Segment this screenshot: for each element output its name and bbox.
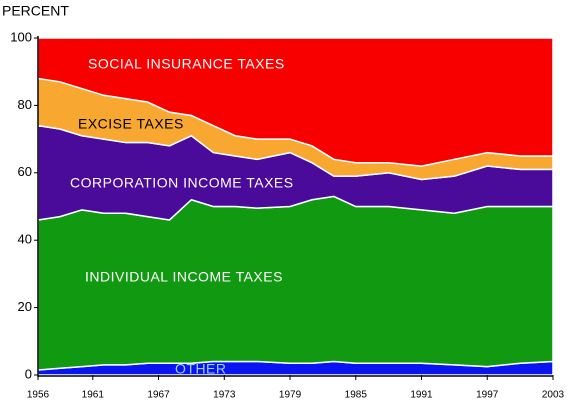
y-tick-label: 20 — [18, 299, 32, 314]
x-tick-label: 1979 — [279, 390, 302, 401]
x-tick-label: 1973 — [213, 390, 236, 401]
series-label: OTHER — [175, 361, 227, 377]
series-label: INDIVIDUAL INCOME TAXES — [85, 269, 283, 285]
y-axis-label: PERCENT — [2, 3, 69, 19]
series-label: CORPORATION INCOME TAXES — [70, 175, 294, 191]
x-tick-label: 1985 — [345, 390, 368, 401]
y-tick-label: 0 — [25, 366, 32, 381]
series-label: SOCIAL INSURANCE TAXES — [88, 56, 285, 72]
series-label: EXCISE TAXES — [78, 116, 184, 132]
y-tick-label: 60 — [18, 164, 32, 179]
y-tick-label: 100 — [10, 29, 32, 44]
x-tick-label: 1961 — [82, 390, 105, 401]
x-tick-label: 1967 — [147, 390, 170, 401]
x-tick-label: 2003 — [542, 390, 565, 401]
x-tick-label: 1997 — [476, 390, 499, 401]
y-tick-label: 80 — [18, 97, 32, 112]
area — [37, 37, 554, 167]
x-tick-label: 1991 — [410, 390, 433, 401]
x-tick-label: 1956 — [27, 390, 50, 401]
y-tick-label: 40 — [18, 232, 32, 247]
